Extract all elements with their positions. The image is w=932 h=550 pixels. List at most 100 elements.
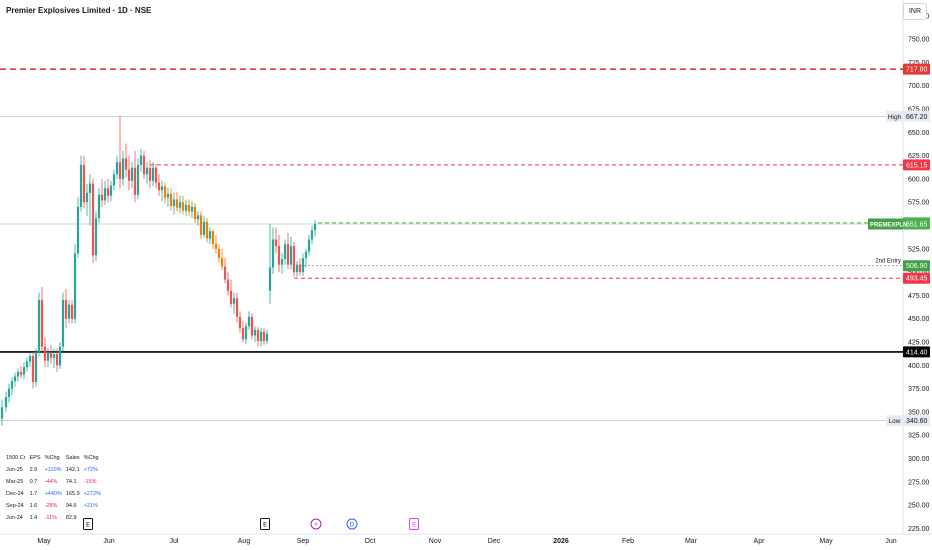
price-tick-label: 300.00 [908, 456, 930, 463]
sales-change-cell: +72% [83, 467, 98, 473]
candle-body [16, 371, 20, 377]
candle-body [100, 194, 104, 201]
price-tick-label: 650.00 [908, 130, 930, 137]
candle-body [205, 221, 209, 239]
fundamentals-row: Jun-25 2.9 +110% 142.1 +72% [6, 464, 105, 476]
eps-change-cell: -28% [44, 503, 58, 509]
candle-body [31, 356, 35, 383]
level-tag: Low [889, 418, 901, 425]
eps-change-cell: +440% [44, 491, 62, 497]
candle-body [304, 251, 308, 259]
candle-body [19, 371, 23, 375]
dividend-marker [346, 518, 358, 530]
candle-body [280, 259, 284, 265]
fundamentals-table: 1500 Cr EPS %Chg Sales %Chg Jun-25 2.9 +… [6, 452, 105, 524]
time-tick-label: Sep [297, 538, 310, 545]
candle-body [79, 164, 83, 207]
time-tick-label: May [819, 538, 833, 545]
candle-body [145, 167, 149, 175]
price-tick-label: 525.00 [908, 246, 930, 253]
candle-body [88, 183, 92, 193]
time-tick-label: Aug [238, 538, 251, 545]
time-tick-label: Mar [685, 538, 698, 545]
price-level-value: 506.90 [906, 263, 928, 270]
earnings-future-marker-label: E [412, 521, 416, 529]
price-tick-label: 375.00 [908, 386, 930, 393]
sales-cell: 142.1 [65, 467, 80, 473]
candle-body [289, 246, 293, 265]
time-tick-label: Nov [429, 538, 442, 545]
sales-change-cell: +272% [83, 491, 101, 497]
price-tick-label: 400.00 [908, 363, 930, 370]
candle-body [82, 164, 86, 203]
candle-body [67, 304, 71, 319]
candle-body [259, 331, 263, 342]
candle-body [106, 188, 110, 196]
fundamentals-header: %Chg [83, 455, 99, 461]
price-tick-label: 225.00 [908, 526, 930, 533]
candle-body [295, 264, 299, 273]
period-cell: Sep-24 [6, 503, 24, 509]
candle-body [64, 300, 68, 319]
candle-body [40, 300, 44, 347]
eps-cell: 1.6 [29, 503, 38, 509]
price-level-value: 551.65 [906, 221, 928, 228]
price-tick-label: 600.00 [908, 176, 930, 183]
price-tick-label: 725.00 [908, 60, 930, 67]
price-tick-label: 750.00 [908, 37, 930, 44]
sales-change-cell: +21% [83, 503, 98, 509]
candle-body [226, 279, 230, 291]
price-level-value: 717.80 [906, 67, 928, 74]
fundamentals-row: Mar-25 0.7 -44% 74.1 -15% [6, 476, 105, 488]
candle-body [148, 167, 152, 181]
price-level-value: 414.40 [906, 349, 928, 356]
time-tick-label: Feb [622, 538, 634, 545]
price-level-badge [903, 260, 930, 272]
candle-body [91, 183, 95, 256]
sales-cell: 165.9 [65, 491, 80, 497]
sales-cell: 74.1 [65, 479, 77, 485]
candle-body [37, 300, 41, 353]
candle-body [271, 239, 275, 268]
fundamentals-header: %Chg [44, 455, 60, 461]
candle-body [190, 206, 194, 212]
candle-body [241, 328, 245, 340]
price-tick-label: 325.00 [908, 433, 930, 440]
fundamentals-row: Dec-24 1.7 +440% 165.9 +272% [6, 488, 105, 500]
fundamentals-header: Sales [65, 455, 80, 461]
candle-body [151, 167, 155, 181]
eps-cell: 1.4 [29, 515, 38, 521]
time-tick-label: Jun [103, 538, 114, 545]
candle-body [118, 162, 122, 179]
candle-body [121, 158, 125, 179]
split-marker [310, 518, 322, 530]
chart-title: Premier Explosives Limited · 1D · NSE [6, 6, 152, 15]
candle-body [310, 230, 314, 240]
price-tick-label: 475.00 [908, 293, 930, 300]
candle-body [130, 167, 134, 181]
eps-change-cell: +110% [44, 467, 62, 473]
candle-body [232, 298, 236, 304]
candle-body [262, 331, 266, 342]
candle-body [52, 354, 56, 358]
candle-body [22, 367, 26, 375]
candle-body [43, 346, 47, 361]
split-marker-label: ⚡ [314, 521, 319, 529]
candle-body [217, 248, 221, 259]
candle-body [274, 239, 278, 247]
candle-body [178, 202, 182, 208]
sales-cell: 82.9 [65, 515, 77, 521]
candle-body [223, 266, 227, 280]
candle-body [112, 174, 116, 186]
level-tag-bg [886, 110, 903, 122]
candle-body [277, 246, 281, 265]
fundamentals-header-row: 1500 Cr EPS %Chg Sales %Chg [6, 452, 105, 464]
earnings-marker-label: E [263, 521, 267, 529]
price-level-value: 615.15 [906, 162, 928, 169]
currency-button[interactable]: INR [903, 3, 927, 20]
price-level-value: 340.60 [906, 418, 928, 425]
price-tick-label: 450.00 [908, 316, 930, 323]
candle-body [169, 193, 173, 206]
